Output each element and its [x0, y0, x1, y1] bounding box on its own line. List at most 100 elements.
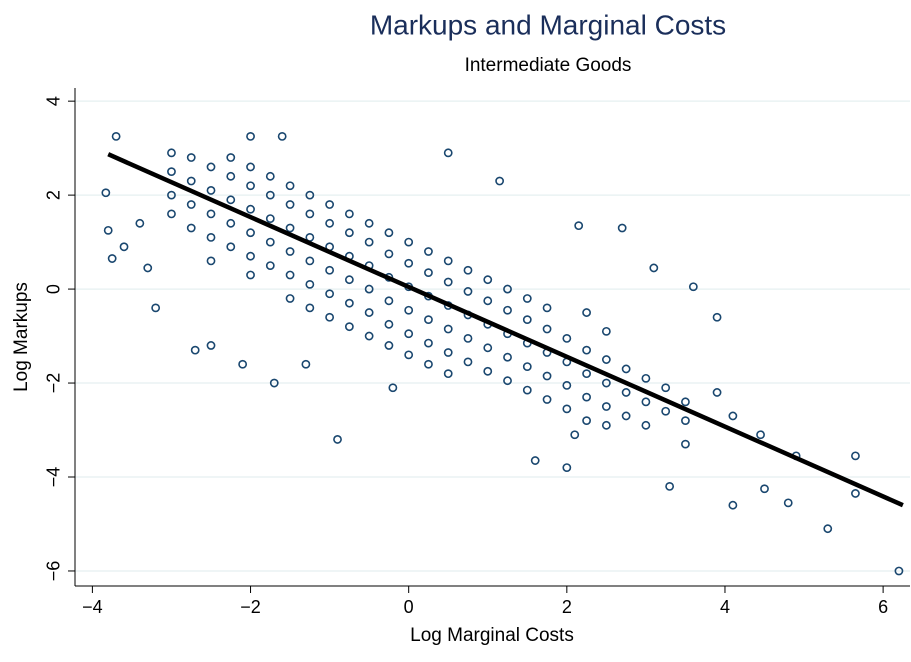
scatter-point [617, 223, 627, 233]
scatter-point [344, 275, 354, 285]
scatter-point [265, 261, 275, 270]
scatter-point [206, 341, 216, 350]
scatter-point [404, 305, 414, 315]
scatter-point [404, 258, 414, 268]
scatter-point [681, 397, 690, 407]
scatter-point [522, 315, 532, 325]
scatter-point [301, 359, 311, 369]
fit-line [107, 152, 904, 508]
scatter-point [542, 303, 552, 313]
scatter-point [665, 481, 675, 491]
scatter-point [681, 439, 690, 449]
scatter-point [621, 388, 631, 397]
scatter-point [305, 279, 315, 289]
scatter-point [570, 430, 580, 440]
scatter-point [894, 566, 904, 576]
scatter-point [226, 218, 236, 228]
scatter-point [783, 498, 793, 508]
scatter-point [728, 411, 738, 421]
scatter-point [688, 282, 698, 292]
scatter-point [463, 265, 473, 275]
scatter-point [305, 209, 315, 219]
scatter-point [111, 131, 121, 141]
scatter-point [424, 315, 433, 325]
scatter-point [621, 364, 631, 374]
scatter-point [649, 263, 659, 273]
scatter-point [190, 345, 200, 355]
scatter-point [542, 324, 552, 334]
y-axis-label: Log Markups [11, 282, 32, 392]
scatter-point [601, 355, 611, 364]
scatter-point [305, 190, 315, 200]
scatter-point [760, 484, 769, 494]
scatter-point [443, 148, 453, 158]
scatter-point [344, 228, 354, 238]
scatter-point [107, 254, 117, 263]
scatter-point [443, 256, 453, 266]
scatter-point [285, 223, 295, 233]
scatter-point [443, 348, 453, 357]
scatter-point [522, 294, 532, 303]
scatter-point [621, 411, 631, 421]
scatter-point [246, 228, 255, 238]
scatter-point [384, 296, 394, 306]
scatter-point [226, 171, 236, 181]
scatter-point [728, 500, 738, 510]
scatter-point [712, 312, 722, 322]
scatter-point [562, 380, 572, 390]
scatter-point [186, 200, 196, 209]
scatter-point [443, 324, 453, 334]
scatter-point [712, 388, 722, 397]
x-axis-label: Log Marginal Costs [410, 625, 574, 646]
scatter-point [344, 209, 354, 219]
scatter-point [424, 247, 433, 256]
y-tick-label: −6 [44, 561, 64, 582]
chart-title: Markups and Marginal Costs [370, 9, 726, 40]
scatter-point [404, 329, 414, 339]
scatter-point [388, 383, 398, 393]
scatter-point [601, 378, 611, 388]
chart-subtitle: Intermediate Goods [465, 55, 632, 76]
scatter-point [285, 294, 295, 303]
scatter-point [562, 404, 572, 414]
scatter-point [325, 312, 335, 322]
scatter-point [305, 256, 315, 266]
scatter-point [364, 237, 374, 247]
scatter-point [265, 237, 275, 247]
scatter-point [186, 223, 196, 233]
scatter-point [265, 214, 275, 224]
scatter-point [443, 369, 453, 379]
x-tick-label: 4 [720, 597, 730, 617]
scatter-point [562, 334, 572, 343]
scatter-point [265, 190, 275, 200]
scatter-point [167, 209, 176, 219]
scatter-point [119, 242, 129, 252]
scatter-point [186, 176, 196, 186]
scatter-point [384, 249, 394, 259]
scatter-point [364, 331, 374, 341]
scatter-point [483, 275, 493, 285]
scatter-point [641, 373, 651, 383]
scatter-point [384, 341, 394, 350]
scatter-point [325, 265, 335, 275]
scatter-point [103, 225, 113, 235]
scatter-point [661, 383, 671, 393]
scatter-point [285, 200, 295, 209]
x-tick-label: 6 [878, 597, 888, 617]
scatter-point [574, 221, 584, 231]
scatter-point [151, 303, 161, 313]
scatter-point [135, 218, 145, 228]
scatter-point [226, 195, 236, 205]
scatter-point [823, 524, 833, 534]
scatter-point [186, 153, 196, 162]
scatter-point [364, 308, 374, 317]
scatter-point [582, 345, 591, 355]
scatter-point [277, 131, 287, 141]
scatter-point [344, 298, 354, 308]
scatter-point [384, 228, 394, 238]
y-tick-label: 0 [44, 284, 64, 294]
scatter-point [641, 420, 651, 430]
scatter-point [238, 359, 248, 369]
scatter-point [522, 362, 532, 371]
